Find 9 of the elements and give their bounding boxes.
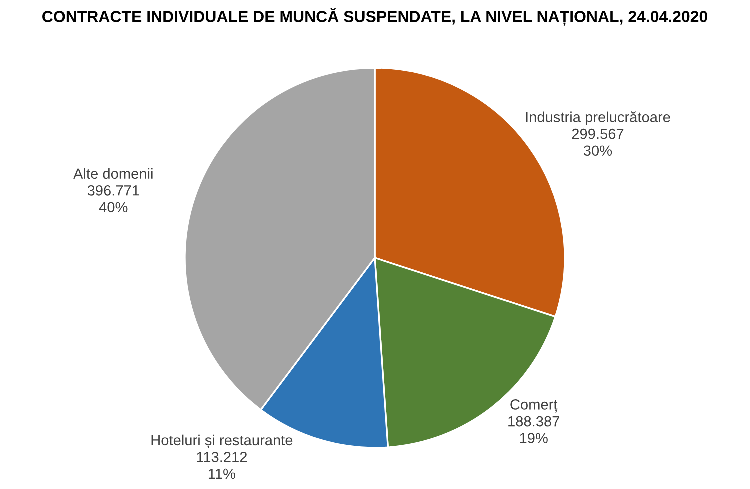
slice-label: Comerț — [510, 400, 558, 413]
slice-label: Alte domenii — [74, 168, 153, 180]
data-label: 113.212 11% — [197, 452, 248, 480]
slice-label: Hoteluri și restaurante — [152, 434, 293, 449]
data-label: 299.567 30% — [572, 128, 624, 156]
data-label: 188.387 19% — [508, 416, 560, 444]
chart-title: CONTRACTE INDIVIDUALE DE MUNCĂ SUSPENDATE, LA NIVEL NAȚIONAL, 24.04.2020 — [42, 8, 708, 26]
slice-label: Industria prelucrătoare — [526, 112, 670, 126]
data-label: 396.771 40% — [88, 186, 140, 213]
